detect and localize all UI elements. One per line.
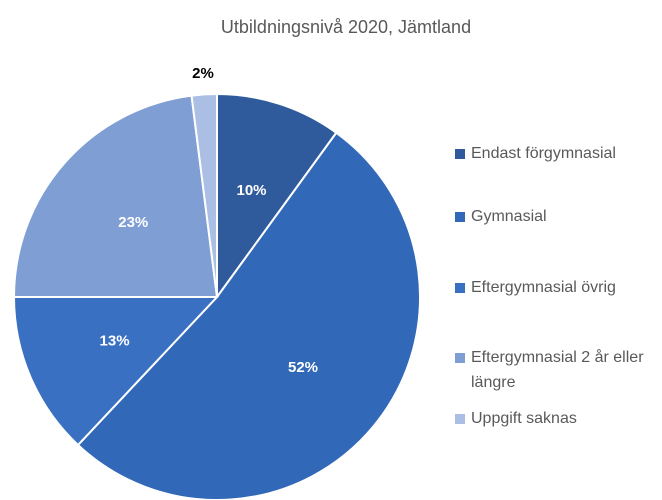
legend-item: Gymnasial [455, 204, 660, 229]
legend-swatch [455, 283, 465, 293]
legend-swatch [455, 149, 465, 159]
data-label: 52% [288, 359, 318, 376]
pie-slice [12, 296, 220, 447]
legend-item: Endast förgymnasial [455, 141, 660, 166]
legend-item: Eftergymnasial 2 år eller längre [455, 345, 660, 395]
legend-item: Uppgift saknas [455, 406, 660, 431]
pie-slice [216, 92, 338, 301]
legend-label: Eftergymnasial övrig [471, 279, 616, 296]
legend-label: Uppgift saknas [471, 410, 577, 427]
legend-label: Gymnasial [471, 208, 547, 225]
legend-item: Eftergymnasial övrig [455, 275, 660, 300]
legend-swatch [455, 414, 465, 424]
legend-label: Eftergymnasial 2 år eller längre [471, 349, 644, 391]
pie-slice [12, 94, 219, 298]
pie-slice [76, 131, 421, 500]
legend-swatch [455, 353, 465, 363]
legend-swatch [455, 212, 465, 222]
chart-title: Utbildningsnivå 2020, Jämtland [221, 17, 471, 37]
legend-label: Endast förgymnasial [471, 145, 616, 162]
data-label: 2% [192, 65, 214, 82]
data-label: 23% [118, 214, 148, 231]
data-label: 13% [100, 332, 130, 349]
pie-slice [190, 92, 218, 298]
data-label: 10% [236, 182, 266, 199]
